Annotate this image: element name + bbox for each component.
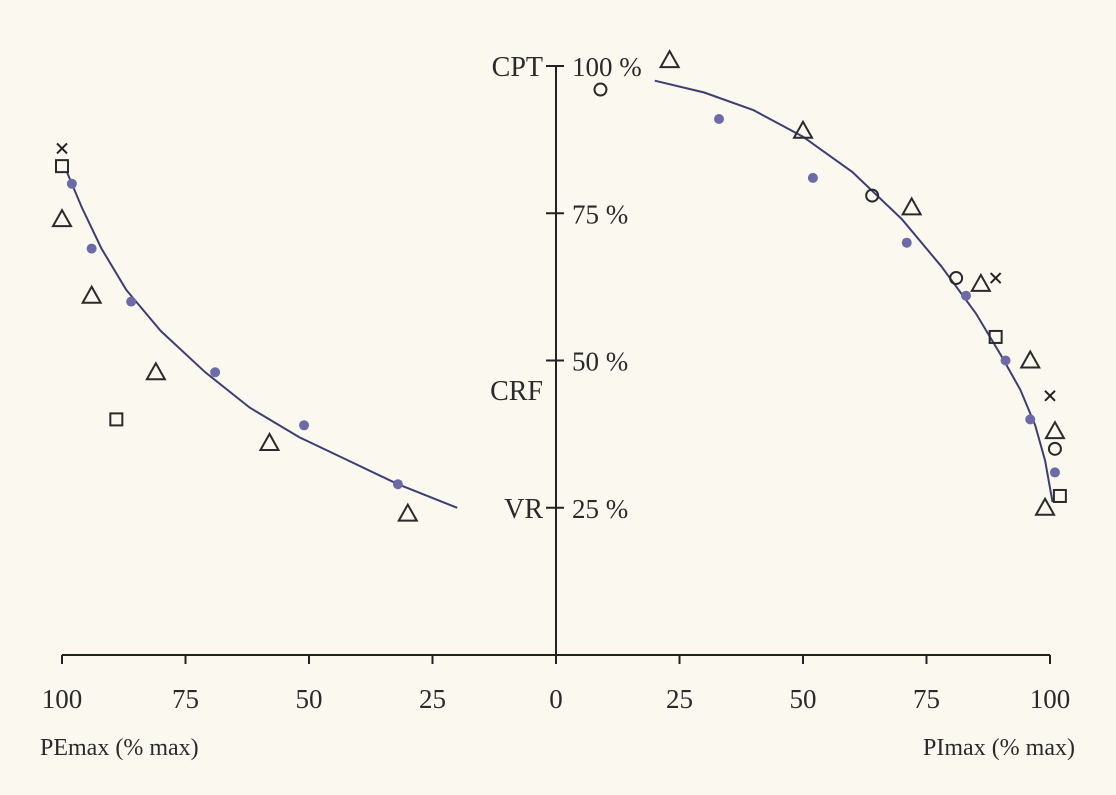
y-tick-label: 50 %	[572, 347, 628, 377]
left-x-tick-label: 50	[296, 684, 323, 714]
left-axis-title: PEmax (% max)	[40, 735, 199, 761]
y-tick-label: 75 %	[572, 199, 628, 229]
pe-point-triangle	[397, 502, 419, 522]
right-x-tick-label: 75	[913, 684, 940, 714]
pi-point-triangle	[970, 272, 992, 292]
pi-point-triangle	[658, 49, 681, 69]
pi-point-circle	[865, 188, 880, 203]
pe-point-x	[56, 142, 68, 155]
ticks: 100 75 50 25 0 25 50 75 100 100 % 75 % 50 % 25 % CPT C…	[42, 52, 1071, 714]
pe-point-dot	[299, 420, 310, 431]
pi-fit-curve	[654, 79, 1054, 503]
pi-point-dot	[961, 290, 972, 301]
pe-point-dot	[392, 479, 403, 490]
pi-point-dot	[807, 172, 818, 183]
pe-point-dot	[126, 296, 137, 307]
right-x-tick-label: 0	[549, 684, 563, 714]
pe-point-square	[55, 159, 69, 174]
pi-point-dot	[901, 237, 912, 248]
data-points	[51, 49, 1067, 522]
pe-fit-curve	[65, 171, 458, 509]
left-x-tick-label: 25	[419, 684, 446, 714]
y-tick-label: 25 %	[572, 494, 628, 524]
pe-point-triangle	[80, 284, 103, 304]
volume-level-label: CRF	[490, 376, 543, 407]
right-x-tick-label: 100	[1030, 684, 1071, 714]
pi-point-triangle	[792, 119, 814, 139]
fit-curves	[65, 79, 1054, 509]
pi-point-square	[1052, 488, 1067, 503]
pi-point-x	[1044, 390, 1056, 402]
pi-point-circle	[593, 82, 608, 97]
pe-point-triangle	[145, 361, 167, 381]
pe-point-dot	[86, 243, 97, 254]
pe-point-square	[109, 412, 124, 427]
pi-point-triangle	[1044, 420, 1066, 440]
pe-point-dot	[210, 367, 221, 378]
pi-point-square	[988, 329, 1003, 344]
pi-point-triangle	[1019, 349, 1041, 369]
right-x-tick-label: 50	[790, 684, 817, 714]
pi-point-dot	[1000, 355, 1011, 366]
right-x-tick-label: 25	[666, 684, 693, 714]
pi-point-circle	[949, 271, 964, 286]
right-axis-title: PImax (% max)	[923, 735, 1075, 761]
labels: PEmax (% max) PImax (% max)	[40, 735, 1075, 761]
pe-point-triangle	[258, 431, 281, 451]
pi-point-dot	[1025, 414, 1036, 425]
volume-level-label: CPT	[492, 52, 543, 83]
pi-point-triangle	[900, 196, 923, 216]
pi-point-dot	[1049, 467, 1060, 478]
pe-point-dot	[66, 178, 77, 189]
pi-point-triangle	[1034, 496, 1056, 516]
pi-point-circle	[1047, 441, 1062, 456]
left-x-tick-label: 100	[42, 684, 83, 714]
volume-level-label: VR	[504, 494, 543, 525]
y-tick-label: 100 %	[572, 52, 642, 82]
pe-point-triangle	[51, 208, 73, 228]
left-x-tick-label: 75	[172, 684, 199, 714]
pi-point-x	[989, 272, 1002, 284]
pi-point-dot	[714, 114, 725, 125]
